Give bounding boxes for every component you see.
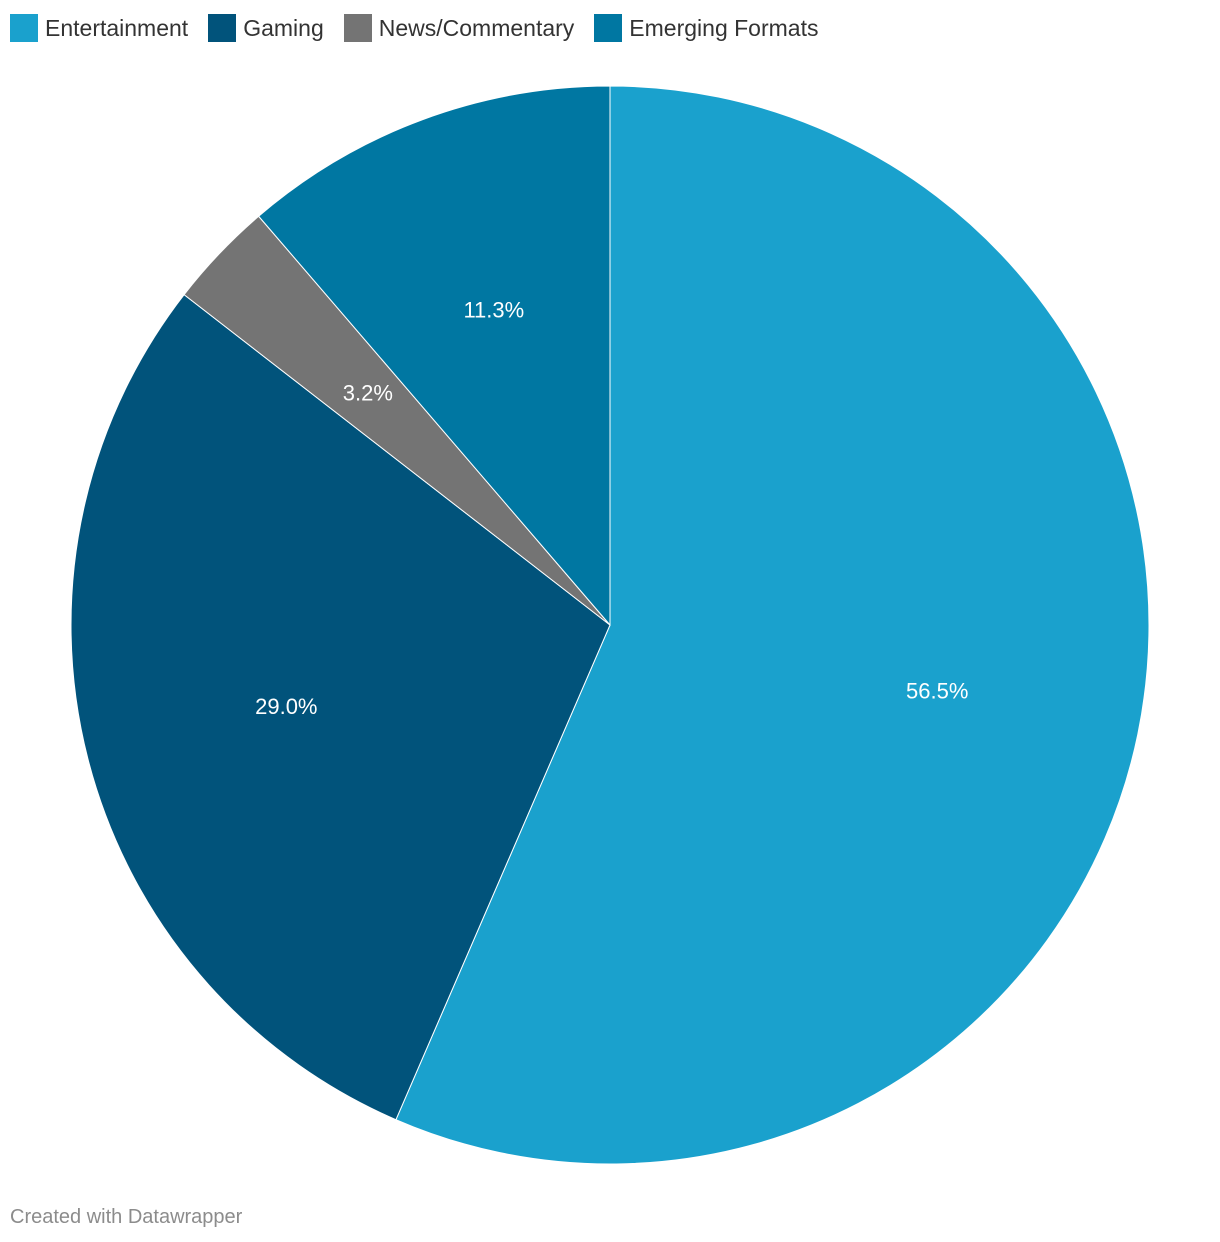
slice-label-gaming: 29.0% [255, 694, 317, 719]
pie-slice-gaming [70, 293, 611, 1121]
legend-item-entertainment: Entertainment [10, 14, 188, 42]
pie-slice-entertainment [395, 85, 1150, 1165]
legend-item-emerging-formats: Emerging Formats [594, 14, 818, 42]
legend-item-gaming: Gaming [208, 14, 324, 42]
pie-slices [70, 85, 1150, 1165]
slice-label-entertainment: 56.5% [906, 679, 968, 704]
legend-label-emerging-formats: Emerging Formats [629, 14, 819, 41]
legend-swatch-entertainment [10, 14, 38, 42]
legend-label-gaming: Gaming [243, 14, 324, 41]
legend-label-entertainment: Entertainment [45, 14, 189, 41]
pie-slice-labels: 56.5% 29.0% 3.2% 11.3% [255, 297, 968, 718]
chart-legend: Entertainment Gaming News/Commentary Eme… [10, 13, 838, 43]
legend-label-news-commentary: News/Commentary [378, 14, 575, 41]
legend-swatch-news-commentary [343, 14, 372, 42]
datawrapper-credit: Created with Datawrapper [10, 1206, 243, 1228]
legend-swatch-emerging-formats [594, 14, 623, 42]
pie-slice-emerging-formats [257, 85, 611, 627]
legend-swatch-gaming [208, 14, 237, 42]
slice-label-news-commentary: 3.2% [343, 381, 393, 406]
legend-item-news-commentary: News/Commentary [343, 14, 575, 42]
slice-label-emerging-formats: 11.3% [463, 297, 524, 322]
